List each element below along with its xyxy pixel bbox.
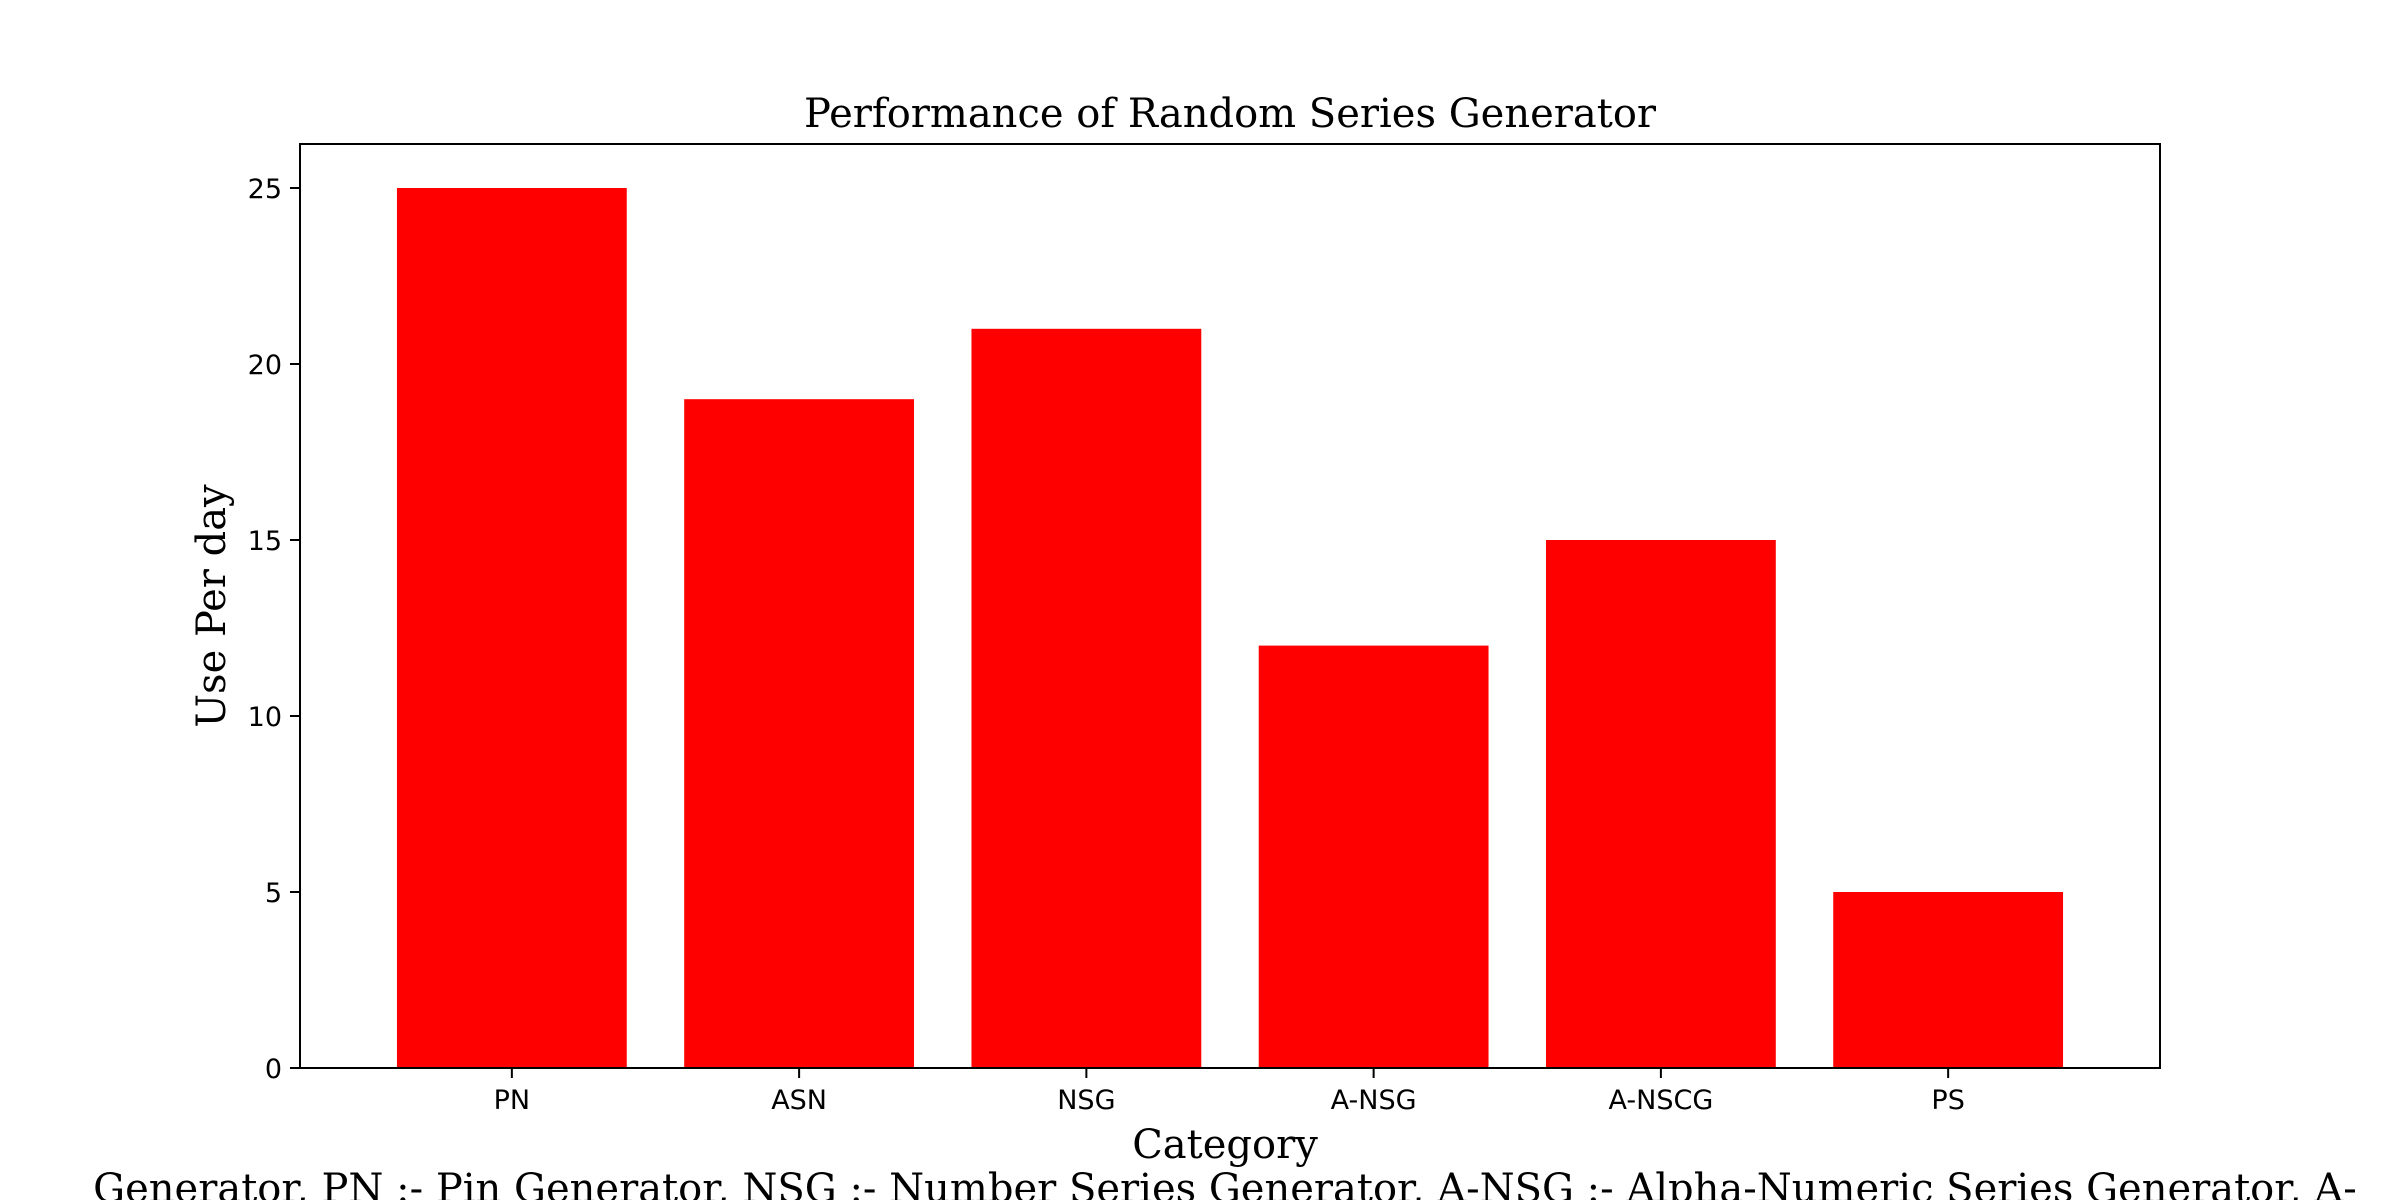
bar-a-nscg [1545, 540, 1776, 1068]
x-tick-label-nsg: NSG [1057, 1085, 1115, 1116]
x-tick-label-pn: PN [494, 1085, 530, 1116]
y-axis-label: Use Per day [189, 484, 235, 728]
x-tick-label-asn: ASN [771, 1085, 827, 1116]
y-tick-label: 5 [265, 878, 282, 909]
x-tick-label-a-nscg: A-NSCG [1609, 1085, 1714, 1116]
bars-group [396, 188, 2064, 1068]
bar-asn [684, 399, 915, 1068]
x-tick-label-a-nsg: A-NSG [1331, 1085, 1417, 1116]
y-axis: 0 5 10 15 20 25 [248, 174, 300, 1085]
y-tick-label: 15 [248, 526, 282, 557]
caption-text: Generator, PN :- Pin Generator, NSG :- N… [93, 1166, 2357, 1200]
chart-title: Performance of Random Series Generator [804, 91, 1657, 137]
x-tick-label-ps: PS [1931, 1085, 1964, 1116]
x-axis: PN ASN NSG A-NSG A-NSCG PS [494, 1068, 1965, 1116]
x-axis-label: Category [1132, 1122, 1318, 1168]
plot-frame [299, 143, 2161, 1069]
y-tick-label: 25 [248, 174, 282, 205]
y-tick-label: 0 [265, 1054, 282, 1085]
y-tick-label: 20 [248, 350, 282, 381]
bar-ps [1833, 892, 2064, 1068]
bar-nsg [971, 328, 1202, 1068]
y-tick-label: 10 [248, 702, 282, 733]
bar-a-nsg [1258, 645, 1489, 1068]
bar-pn [396, 188, 627, 1068]
